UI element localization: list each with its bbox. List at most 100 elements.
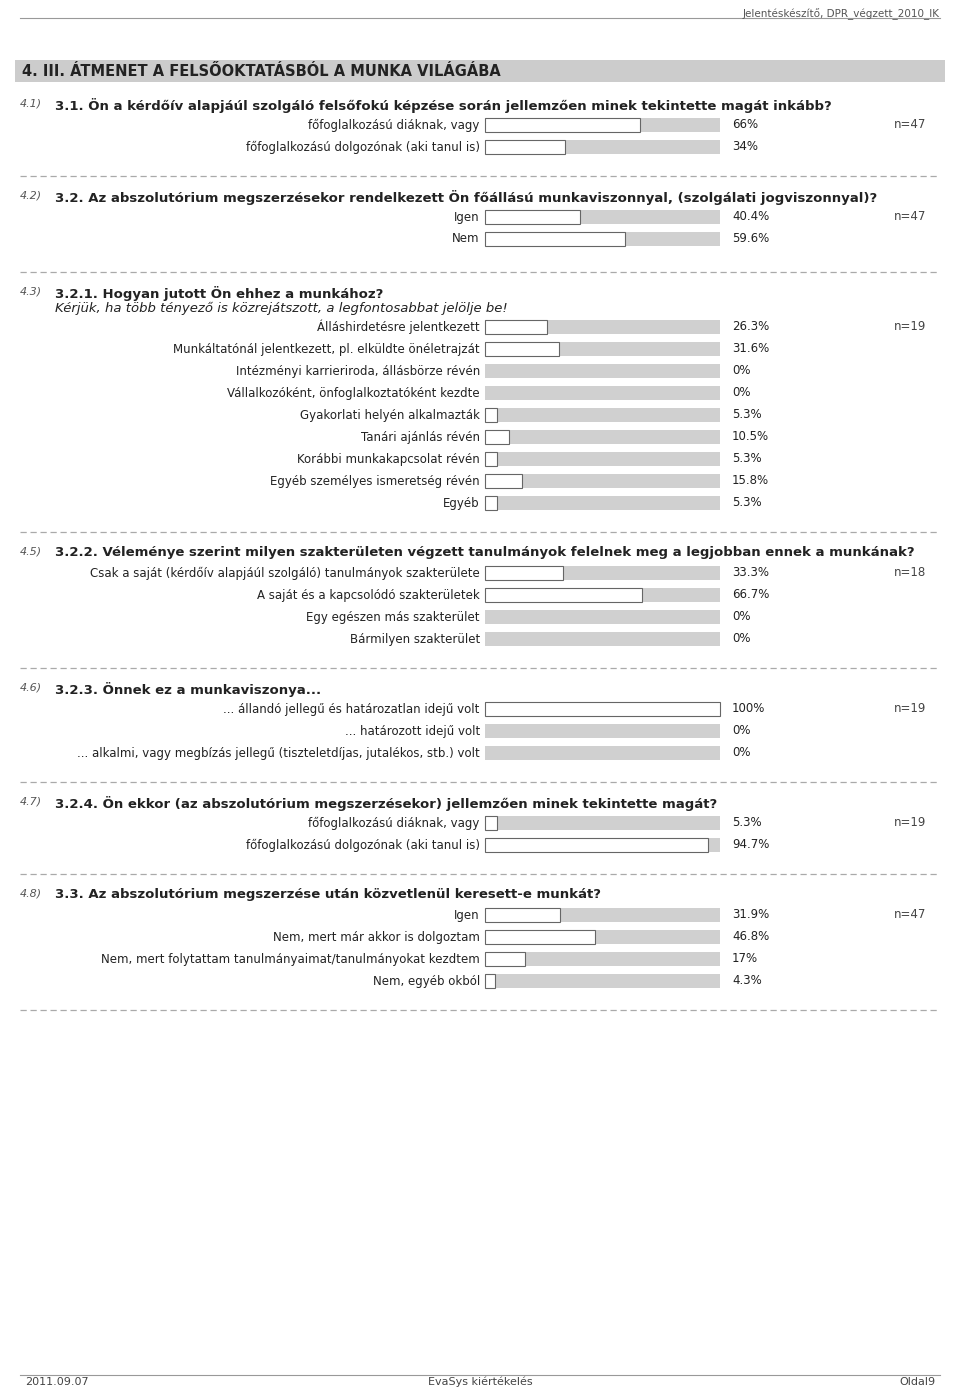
Text: 4.7): 4.7): [20, 797, 42, 806]
Text: 3.2.1. Hogyan jutott Ön ehhez a munkához?: 3.2.1. Hogyan jutott Ön ehhez a munkához…: [55, 286, 383, 301]
Text: 3.2.3. Önnek ez a munkaviszonya...: 3.2.3. Önnek ez a munkaviszonya...: [55, 682, 322, 698]
Text: Oldal9: Oldal9: [899, 1377, 935, 1387]
Text: n=19: n=19: [894, 321, 926, 333]
Bar: [485, 119, 720, 133]
Text: Álláshirdetésre jelentkezett: Álláshirdetésre jelentkezett: [317, 319, 480, 335]
Bar: [485, 119, 640, 133]
Bar: [485, 497, 497, 511]
Text: EvaSys kiértékelés: EvaSys kiértékelés: [428, 1377, 532, 1387]
Bar: [485, 342, 720, 356]
Bar: [485, 430, 720, 444]
Text: főfoglalkozású dolgozónak (aki tanul is): főfoglalkozású dolgozónak (aki tanul is): [246, 141, 480, 153]
Text: n=19: n=19: [894, 816, 926, 830]
Text: Csak a saját (kérdőív alapjáúl szolgáló) tanulmányok szakterülete: Csak a saját (kérdőív alapjáúl szolgáló)…: [90, 566, 480, 579]
Text: 40.4%: 40.4%: [732, 211, 769, 223]
Bar: [485, 452, 497, 466]
Bar: [485, 452, 720, 466]
Text: 0%: 0%: [732, 632, 751, 646]
Bar: [485, 474, 720, 488]
Text: 4.5): 4.5): [20, 545, 42, 557]
Bar: [485, 589, 720, 603]
Bar: [485, 232, 625, 246]
Bar: [485, 908, 560, 922]
Text: 15.8%: 15.8%: [732, 474, 769, 487]
Bar: [485, 632, 720, 646]
Text: 3.1. Ön a kérdőív alapjáúl szolgáló felsőfokú képzése során jellemzően minek tek: 3.1. Ön a kérdőív alapjáúl szolgáló fels…: [55, 98, 831, 113]
Text: 4.3%: 4.3%: [732, 975, 761, 988]
Bar: [485, 474, 522, 488]
Text: főfoglalkozású diáknak, vagy: főfoglalkozású diáknak, vagy: [308, 816, 480, 830]
Text: 3.2.2. Véleménye szerint milyen szakterületen végzett tanulmányok felelnek meg a: 3.2.2. Véleménye szerint milyen szakterü…: [55, 545, 915, 559]
Text: 4.6): 4.6): [20, 682, 42, 692]
Text: n=18: n=18: [894, 566, 926, 579]
Text: ... alkalmi, vagy megbízás jellegű (tiszteletdíjas, jutalékos, stb.) volt: ... alkalmi, vagy megbízás jellegű (tisz…: [77, 746, 480, 759]
Text: 59.6%: 59.6%: [732, 233, 769, 246]
Text: 4.8): 4.8): [20, 889, 42, 898]
Bar: [485, 724, 720, 738]
Text: 5.3%: 5.3%: [732, 409, 761, 421]
Bar: [485, 702, 720, 716]
Text: Bármilyen szakterület: Bármilyen szakterület: [349, 632, 480, 646]
Text: Igen: Igen: [454, 211, 480, 223]
Bar: [485, 974, 720, 988]
Text: 10.5%: 10.5%: [732, 431, 769, 444]
Text: 94.7%: 94.7%: [732, 838, 769, 851]
Text: n=47: n=47: [894, 119, 926, 131]
Text: ... határozott idejű volt: ... határozott idejű volt: [345, 724, 480, 738]
Bar: [485, 364, 720, 378]
Text: 0%: 0%: [732, 364, 751, 378]
Bar: [485, 610, 720, 624]
Text: főfoglalkozású dolgozónak (aki tanul is): főfoglalkozású dolgozónak (aki tanul is): [246, 838, 480, 851]
Bar: [485, 407, 497, 423]
Bar: [485, 566, 720, 580]
Text: 3.3. Az abszolutórium megszerzése után közvetlenül keresett-e munkát?: 3.3. Az abszolutórium megszerzése után k…: [55, 889, 601, 901]
Text: Nem, mert folytattam tanulmányaimat/tanulmányokat kezdtem: Nem, mert folytattam tanulmányaimat/tanu…: [101, 953, 480, 965]
Bar: [485, 838, 720, 852]
Text: Nem: Nem: [452, 233, 480, 246]
Bar: [15, 60, 945, 82]
Bar: [485, 746, 720, 760]
Bar: [485, 342, 559, 356]
Text: Jelentéskészítő, DPR_végzett_2010_IK: Jelentéskészítő, DPR_végzett_2010_IK: [743, 8, 940, 20]
Text: 34%: 34%: [732, 141, 758, 153]
Bar: [485, 702, 720, 716]
Bar: [485, 319, 546, 333]
Bar: [485, 816, 497, 830]
Text: ... állandó jellegű és határozatlan idejű volt: ... állandó jellegű és határozatlan idej…: [224, 703, 480, 716]
Bar: [485, 589, 641, 603]
Text: 4.2): 4.2): [20, 190, 42, 199]
Text: 0%: 0%: [732, 724, 751, 738]
Bar: [485, 211, 580, 225]
Text: 31.6%: 31.6%: [732, 343, 769, 356]
Text: 4. III. ÁTMENET A FELSŐOKTATÁSBÓL A MUNKA VILÁGÁBA: 4. III. ÁTMENET A FELSŐOKTATÁSBÓL A MUNK…: [22, 64, 501, 78]
Text: Egyéb személyes ismeretség révén: Egyéb személyes ismeretség révén: [270, 474, 480, 487]
Text: 3.2. Az abszolutórium megszerzésekor rendelkezett Ön főállású munkaviszonnyal, (: 3.2. Az abszolutórium megszerzésekor ren…: [55, 190, 877, 205]
Text: Egy egészen más szakterület: Egy egészen más szakterület: [306, 611, 480, 624]
Text: 4.1): 4.1): [20, 98, 42, 107]
Text: 5.3%: 5.3%: [732, 452, 761, 466]
Text: Egyéb: Egyéb: [444, 497, 480, 509]
Text: 17%: 17%: [732, 953, 758, 965]
Text: Nem, mert már akkor is dolgoztam: Nem, mert már akkor is dolgoztam: [273, 930, 480, 943]
Text: n=47: n=47: [894, 908, 926, 922]
Text: Nem, egyéb okból: Nem, egyéb okból: [372, 975, 480, 988]
Bar: [485, 211, 720, 225]
Bar: [485, 816, 720, 830]
Bar: [485, 838, 708, 852]
Text: 0%: 0%: [732, 746, 751, 759]
Text: 0%: 0%: [732, 386, 751, 399]
Bar: [485, 566, 564, 580]
Text: Tanári ajánlás révén: Tanári ajánlás révén: [361, 431, 480, 444]
Text: 2011.09.07: 2011.09.07: [25, 1377, 88, 1387]
Bar: [485, 930, 595, 944]
Text: Vállalkozóként, önfoglalkoztatóként kezdte: Vállalkozóként, önfoglalkoztatóként kezd…: [228, 386, 480, 399]
Text: 66.7%: 66.7%: [732, 589, 769, 601]
Text: Korábbi munkakapcsolat révén: Korábbi munkakapcsolat révén: [297, 452, 480, 466]
Bar: [485, 497, 720, 511]
Text: 46.8%: 46.8%: [732, 930, 769, 943]
Text: 5.3%: 5.3%: [732, 816, 761, 830]
Bar: [485, 386, 720, 400]
Text: 4.3): 4.3): [20, 286, 42, 296]
Bar: [485, 430, 510, 444]
Text: 31.9%: 31.9%: [732, 908, 769, 922]
